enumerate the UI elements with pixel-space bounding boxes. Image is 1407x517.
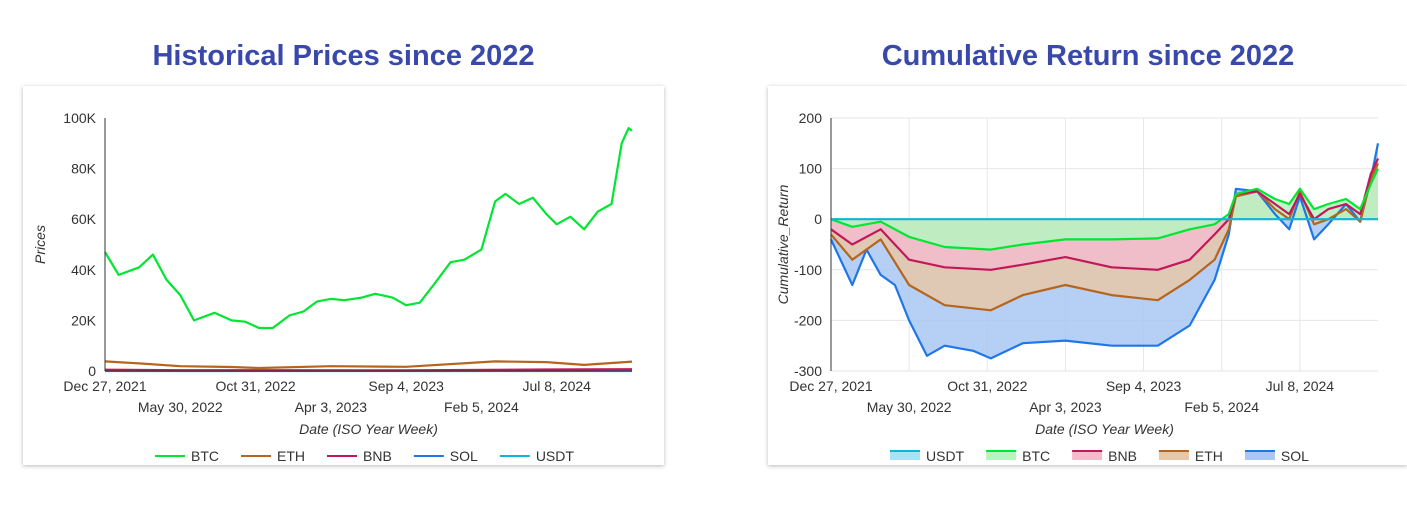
return-chart-title: Cumulative Return since 2022 xyxy=(881,40,1295,72)
x-tick-label: Jul 8, 2024 xyxy=(522,378,591,394)
return-chart: -300 -200 -100 0 100 200 Dec 27, 2021 Oct 31, 2… xyxy=(775,110,1380,464)
y-tick-label: 200 xyxy=(799,110,823,126)
x-tick-label: Oct 31, 2022 xyxy=(215,378,295,394)
legend-label-sol: SOL xyxy=(450,448,478,464)
x-tick-label: Feb 5, 2024 xyxy=(1184,399,1259,415)
series-line-eth xyxy=(830,163,1379,312)
y-tick-label: 100 xyxy=(799,161,823,177)
y-tick-label: 40K xyxy=(71,262,97,278)
legend-label-usdt: USDT xyxy=(926,448,965,464)
series-area-btc xyxy=(831,168,1378,250)
series-line-eth xyxy=(104,360,633,370)
y-tick-label: 60K xyxy=(71,211,97,227)
legend-swatch-sol xyxy=(1244,451,1275,460)
x-tick-label: Dec 27, 2021 xyxy=(63,378,146,394)
legend-label-bnb: BNB xyxy=(363,448,392,464)
x-tick-label: May 30, 2022 xyxy=(867,399,952,415)
x-tick-label: Dec 27, 2021 xyxy=(789,378,872,394)
legend-label-eth: ETH xyxy=(1195,448,1223,464)
legend-label-eth: ETH xyxy=(277,448,305,464)
legend-label-sol: SOL xyxy=(1281,448,1309,464)
series-line-sol xyxy=(830,143,1380,360)
y-axis-title: Prices xyxy=(32,225,48,264)
y-tick-label: 100K xyxy=(63,110,96,126)
legend-label-btc: BTC xyxy=(191,448,219,464)
x-axis-title: Date (ISO Year Week) xyxy=(299,421,438,437)
legend-swatch-bnb xyxy=(1072,451,1103,460)
series-line-bnb xyxy=(104,368,633,372)
legend-swatch-btc xyxy=(986,451,1017,460)
y-tick-label: 80K xyxy=(71,161,97,177)
x-tick-label: Feb 5, 2024 xyxy=(444,399,519,415)
series-line-bnb xyxy=(830,158,1379,271)
y-tick-label: -100 xyxy=(794,262,822,278)
y-tick-label: 0 xyxy=(814,211,822,227)
x-axis-title: Date (ISO Year Week) xyxy=(1035,421,1174,437)
return-chart-card: -300 -200 -100 0 100 200 Dec 27, 2021 Oct 31, 2… xyxy=(768,86,1407,465)
x-tick-label: Oct 31, 2022 xyxy=(947,378,1027,394)
price-chart: 0 20K 40K 60K 80K 100K Dec 27, 2021 Oct 31, 202… xyxy=(32,110,633,464)
x-tick-label: Sep 4, 2023 xyxy=(1106,378,1182,394)
x-tick-label: Apr 3, 2023 xyxy=(1029,399,1102,415)
y-tick-label: 20K xyxy=(71,312,97,328)
x-tick-label: May 30, 2022 xyxy=(138,399,223,415)
x-tick-label: Jul 8, 2024 xyxy=(1266,378,1335,394)
y-tick-label: -300 xyxy=(794,363,822,379)
price-chart-card: 0 20K 40K 60K 80K 100K Dec 27, 2021 Oct 31, 202… xyxy=(23,86,664,465)
y-tick-label: 0 xyxy=(88,363,96,379)
legend-label-usdt: USDT xyxy=(536,448,575,464)
price-chart-title: Historical Prices since 2022 xyxy=(152,40,535,72)
x-tick-label: Apr 3, 2023 xyxy=(295,399,368,415)
y-axis-title: Cumulative_Return xyxy=(775,184,791,304)
series-line-btc xyxy=(104,126,633,330)
legend-label-bnb: BNB xyxy=(1108,448,1137,464)
legend-label-btc: BTC xyxy=(1022,448,1050,464)
x-tick-label: Sep 4, 2023 xyxy=(368,378,444,394)
legend-swatch-usdt xyxy=(890,451,920,460)
legend-swatch-eth xyxy=(1158,451,1189,460)
y-tick-label: -200 xyxy=(794,312,822,328)
